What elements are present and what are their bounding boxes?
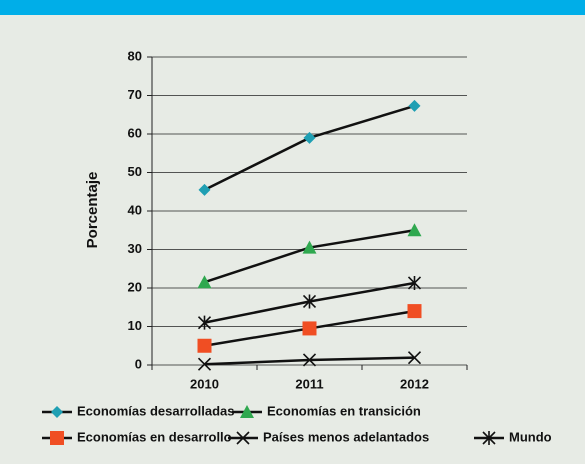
- y-tick-label: 40: [128, 202, 142, 217]
- marker: [482, 431, 496, 445]
- marker: [198, 183, 211, 196]
- y-tick-label: 0: [135, 356, 142, 371]
- marker: [302, 321, 317, 336]
- y-tick-label: 20: [128, 279, 142, 294]
- x-tick-label: 2010: [190, 376, 219, 391]
- y-axis-label: Porcentaje: [84, 172, 101, 249]
- y-tick-label: 10: [128, 318, 142, 333]
- y-tick-label: 70: [128, 87, 142, 102]
- marker: [236, 431, 250, 445]
- marker: [408, 99, 421, 112]
- marker: [302, 240, 317, 254]
- marker: [303, 131, 316, 144]
- top-bar: [0, 0, 585, 15]
- marker: [197, 338, 212, 353]
- marker: [407, 223, 422, 237]
- marker: [302, 294, 317, 309]
- marker: [51, 406, 63, 418]
- marker: [197, 315, 212, 330]
- marker: [197, 275, 212, 289]
- marker: [407, 351, 422, 365]
- marker: [240, 405, 254, 418]
- legend-label: Economías en desarrollo: [77, 429, 232, 444]
- marker: [407, 304, 422, 319]
- legend-label: Mundo: [509, 429, 552, 444]
- legend-label: Economías desarrolladas: [77, 403, 235, 418]
- marker: [302, 353, 317, 367]
- legend-label: Países menos adelantados: [263, 429, 429, 444]
- legend-label: Economías en transición: [267, 403, 421, 418]
- marker: [50, 431, 64, 445]
- y-tick-label: 80: [128, 48, 142, 63]
- y-tick-label: 50: [128, 164, 142, 179]
- x-tick-label: 2011: [295, 376, 323, 391]
- marker: [407, 275, 422, 290]
- x-tick-label: 2012: [400, 376, 429, 391]
- marker: [197, 357, 212, 371]
- y-tick-label: 30: [128, 241, 142, 256]
- y-tick-label: 60: [128, 125, 142, 140]
